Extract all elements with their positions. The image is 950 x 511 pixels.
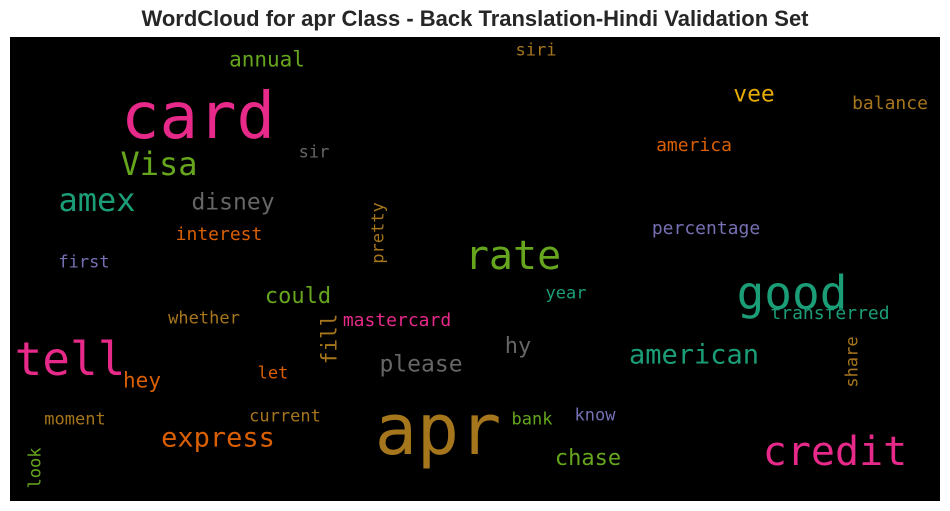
word-look: look [25,447,46,489]
word-disney: disney [191,189,275,216]
word-percentage: percentage [651,218,761,239]
word-please: please [379,351,463,378]
word-interest: interest [175,224,263,245]
word-sir: sir [298,142,330,163]
word-hey: hey [123,368,161,393]
word-hy: hy [504,334,532,359]
word-pretty: pretty [368,202,389,264]
word-vee: vee [733,81,775,108]
word-card: card [120,80,276,154]
word-know: know [574,405,616,426]
word-visa: Visa [120,145,198,183]
word-could: could [264,284,332,309]
word-america: america [656,135,732,156]
word-let: let [257,363,289,384]
word-transferred: transferred [770,303,890,324]
word-fill: fill [317,313,342,365]
wordcloud-canvas: card apr credit good rate tell Visa amex america… [10,37,940,501]
word-rate: rate [464,233,562,279]
word-siri: siri [515,40,557,61]
word-first: first [58,252,110,273]
word-bank: bank [511,409,553,430]
word-annual: annual [229,47,305,72]
word-credit: credit [762,429,908,475]
word-current: current [249,406,321,427]
word-mastercard: mastercard [342,310,452,331]
word-apr: apr [374,389,502,471]
word-good: good [736,266,848,320]
word-amex: amex [58,181,136,219]
word-chase: chase [554,446,622,471]
word-balance: balance [852,93,928,114]
word-moment: moment [44,409,106,430]
word-whether: whether [168,308,240,329]
word-american: american [628,339,760,371]
chart-title: WordCloud for apr Class - Back Translati… [141,6,809,31]
word-year: year [545,283,587,304]
word-express: express [161,422,275,454]
word-share: share [842,336,863,388]
word-tell: tell [14,332,126,386]
